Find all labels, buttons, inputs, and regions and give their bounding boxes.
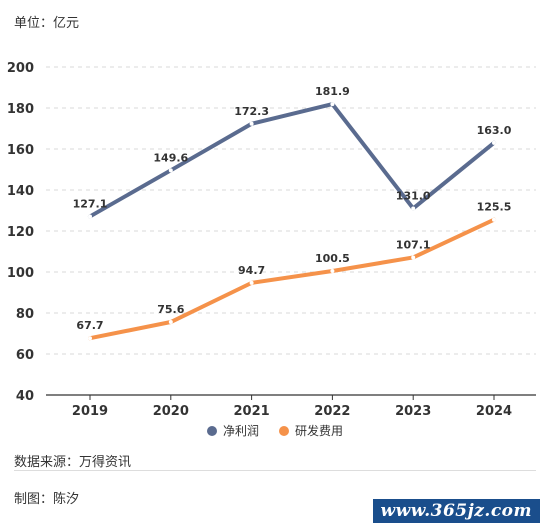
data-label: 125.5 bbox=[477, 201, 512, 214]
data-point bbox=[88, 336, 92, 341]
data-label: 67.7 bbox=[76, 319, 103, 332]
data-source-note: 数据来源：万得资讯 bbox=[14, 455, 132, 470]
y-tick-label: 40 bbox=[16, 389, 34, 404]
legend-item-rd-expense[interactable]: 研发费用 bbox=[279, 422, 343, 439]
legend-marker-rd-expense bbox=[279, 425, 289, 436]
y-tick-label: 80 bbox=[16, 307, 34, 322]
series-line-1 bbox=[88, 217, 496, 341]
legend: 净利润 研发费用 bbox=[0, 422, 550, 439]
data-point bbox=[168, 168, 173, 173]
x-tick-label: 2024 bbox=[476, 404, 512, 419]
data-point bbox=[249, 280, 254, 285]
data-label: 172.3 bbox=[234, 105, 269, 118]
y-tick-label: 120 bbox=[7, 225, 34, 240]
unit-label: 单位：亿元 bbox=[14, 16, 80, 31]
x-tick-label: 2022 bbox=[314, 404, 350, 419]
gridlines bbox=[46, 66, 536, 355]
data-point bbox=[249, 121, 254, 126]
legend-label-rd-expense: 研发费用 bbox=[295, 424, 344, 438]
data-point bbox=[492, 140, 496, 145]
data-label: 94.7 bbox=[238, 264, 265, 277]
chart-author-note: 制图：陈汐 bbox=[14, 492, 80, 507]
legend-item-net-profit[interactable]: 净利润 bbox=[206, 422, 259, 439]
data-point bbox=[492, 217, 496, 222]
data-label: 163.0 bbox=[477, 124, 512, 137]
series-lines bbox=[88, 102, 496, 341]
x-tick-label: 2023 bbox=[395, 404, 431, 419]
data-point bbox=[330, 268, 335, 273]
data-point bbox=[88, 214, 92, 219]
data-point bbox=[411, 206, 416, 211]
axes: 40 60 80 100 120 140 160 180 200 2019 2020 2021 2022… bbox=[7, 61, 536, 419]
data-label: 107.1 bbox=[396, 238, 431, 251]
data-point bbox=[411, 255, 416, 260]
data-point bbox=[168, 320, 173, 325]
y-tick-label: 200 bbox=[7, 61, 34, 76]
data-point bbox=[330, 102, 335, 107]
legend-label-net-profit: 净利润 bbox=[222, 424, 259, 438]
y-tick-label: 100 bbox=[7, 266, 34, 281]
data-label: 127.1 bbox=[73, 197, 108, 210]
x-tick-label: 2021 bbox=[234, 404, 270, 419]
x-tick-label: 2020 bbox=[153, 404, 189, 419]
data-label: 131.0 bbox=[396, 189, 431, 202]
legend-marker-net-profit bbox=[206, 425, 217, 436]
data-label: 149.6 bbox=[153, 151, 188, 164]
y-tick-label: 140 bbox=[7, 184, 34, 199]
site-watermark: www.365jz.com bbox=[372, 499, 540, 523]
series-line-0 bbox=[88, 102, 496, 219]
data-label: 100.5 bbox=[315, 252, 350, 265]
data-label: 181.9 bbox=[315, 85, 350, 98]
divider bbox=[14, 470, 536, 471]
data-label: 75.6 bbox=[157, 303, 184, 316]
y-tick-label: 160 bbox=[7, 143, 34, 158]
data-labels: 127.1 149.6 172.3 181.9 131.0 163.0 67.7 75.6 94… bbox=[73, 85, 512, 332]
x-tick-label: 2019 bbox=[72, 404, 108, 419]
line-chart: 40 60 80 100 120 140 160 180 200 2019 2020 2021 2022… bbox=[7, 61, 536, 419]
y-tick-label: 60 bbox=[16, 348, 34, 363]
y-tick-label: 180 bbox=[7, 102, 34, 117]
